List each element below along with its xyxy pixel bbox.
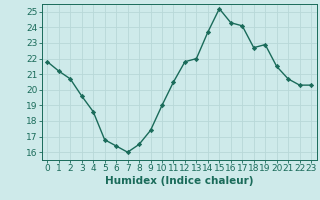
X-axis label: Humidex (Indice chaleur): Humidex (Indice chaleur) [105,176,253,186]
